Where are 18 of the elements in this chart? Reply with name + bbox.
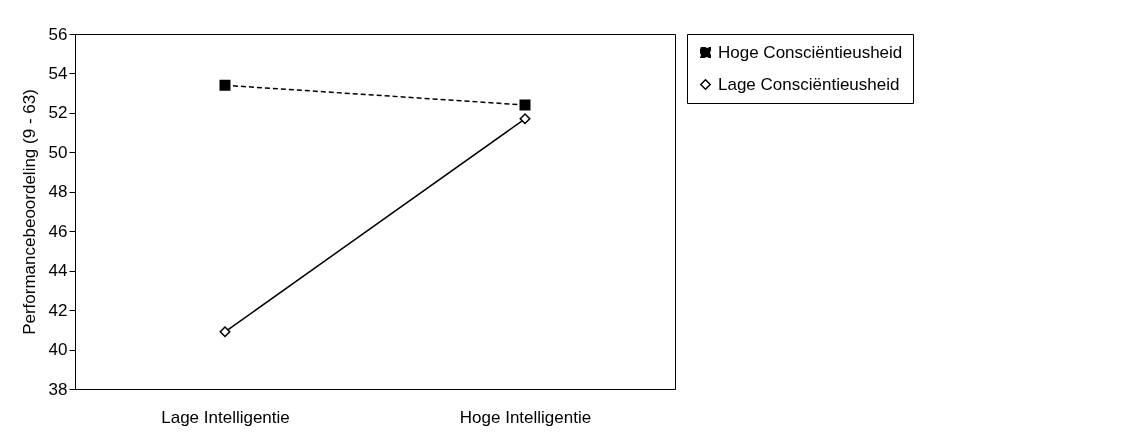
legend-label: Lage Consciëntieusheid bbox=[718, 74, 900, 94]
y-tick-label: 42 bbox=[48, 300, 68, 320]
y-tick-label: 50 bbox=[48, 142, 68, 162]
y-tick-label: 48 bbox=[48, 182, 68, 202]
y-tick-label: 56 bbox=[48, 24, 68, 44]
y-tick-label: 38 bbox=[48, 379, 68, 399]
point bbox=[219, 79, 231, 91]
point bbox=[519, 113, 531, 125]
x-tick-label: Lage Intelligentie bbox=[161, 407, 290, 427]
legend-label: Hoge Consciëntieusheid bbox=[718, 42, 903, 62]
y-tick-label: 44 bbox=[48, 261, 68, 281]
y-tick-label: 54 bbox=[48, 63, 68, 83]
y-tick-label: 40 bbox=[48, 340, 68, 360]
x-tick-label: Hoge Intelligentie bbox=[459, 407, 592, 427]
point bbox=[219, 326, 231, 338]
y-tick-label: 52 bbox=[48, 103, 68, 123]
y-tick-label: 46 bbox=[48, 221, 68, 241]
y-axis-title: Performancebeoordeling (9 - 63) bbox=[19, 89, 39, 335]
